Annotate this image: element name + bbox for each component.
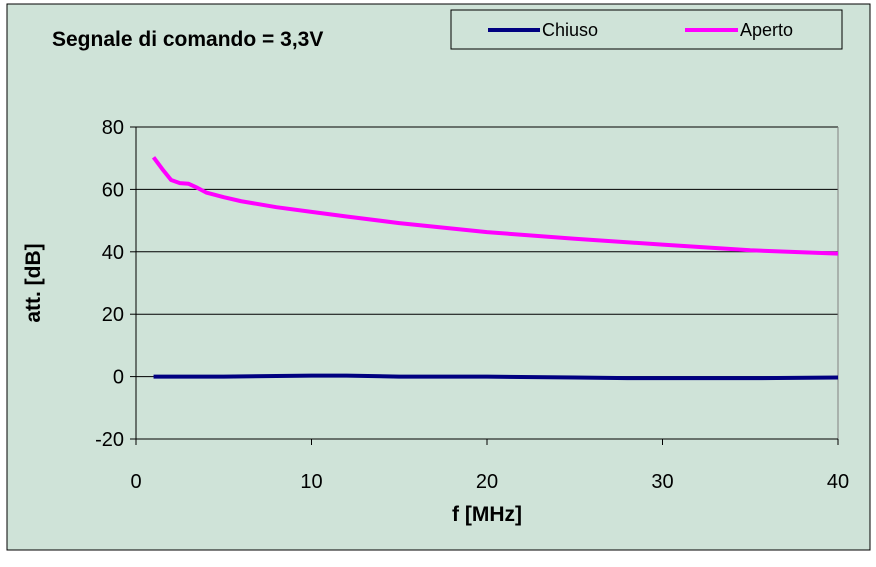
- y-tick-label: 40: [102, 242, 124, 264]
- x-tick-label: 30: [651, 471, 673, 493]
- y-tick-label: 0: [113, 367, 124, 389]
- chart-title: Segnale di comando = 3,3V: [52, 28, 323, 51]
- y-tick-label: -20: [95, 429, 124, 451]
- series-line-aperto: [151, 156, 839, 256]
- x-tick-label: 20: [476, 471, 498, 493]
- legend: Chiuso Aperto: [450, 9, 843, 50]
- x-axis-title: f [MHz]: [452, 503, 522, 526]
- legend-label-chiuso: Chiuso: [542, 20, 598, 40]
- x-tick-label: 10: [300, 471, 322, 493]
- plot-area: -20 0 20 40 60 80 0 10 20 30 40: [95, 117, 849, 493]
- plot-background: [136, 127, 838, 439]
- x-tick-label: 0: [130, 471, 141, 493]
- series-line-chiuso: [153, 373, 839, 381]
- y-tick-label: 80: [102, 117, 124, 139]
- y-tick-label: 20: [102, 304, 124, 326]
- y-axis-title: att. [dB]: [22, 243, 45, 322]
- x-tick-label: 40: [827, 471, 849, 493]
- y-tick-label: 60: [102, 179, 124, 201]
- legend-label-aperto: Aperto: [740, 20, 793, 40]
